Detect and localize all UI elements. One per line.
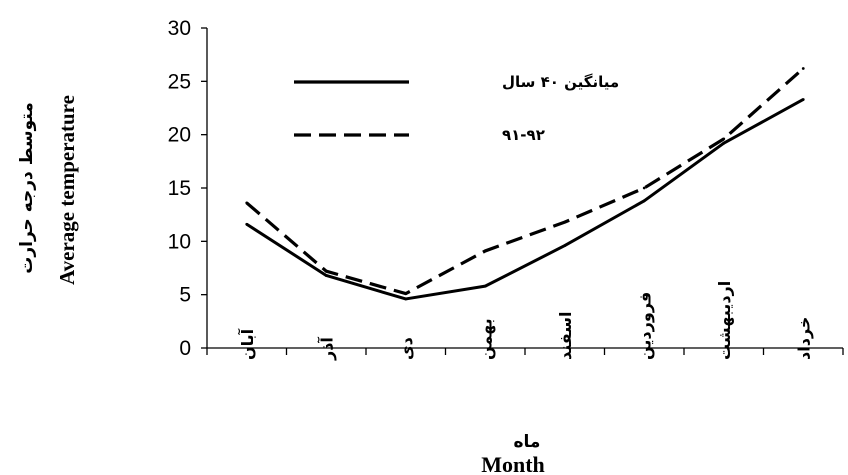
y-tick-label: 5: [179, 284, 191, 307]
series-line-1: [245, 67, 805, 296]
y-tick-label: 10: [168, 230, 191, 253]
y-tick-label: 0: [179, 337, 191, 360]
data-point: [722, 141, 726, 145]
x-ticks: آبان آذر دی بهمن اسفند فروردین اردیبهشت خرداد: [206, 281, 844, 361]
data-point: [563, 220, 567, 224]
legend-label-0: میانگین ۴۰ سال: [502, 73, 619, 91]
series-lines: [245, 67, 805, 301]
x-tick-label: خرداد: [794, 317, 813, 360]
data-point: [245, 201, 249, 205]
data-point: [404, 292, 408, 295]
data-point: [483, 249, 487, 253]
x-tick-label: اردیبهشت: [715, 281, 734, 360]
y-tick-label: 15: [168, 177, 191, 200]
x-axis-label-fa: ماه: [514, 432, 541, 452]
y-ticks: 0 5 10 15 20 25 30: [168, 17, 207, 360]
x-tick-label: آبان: [237, 328, 257, 360]
x-tick-label: بهمن: [476, 318, 495, 360]
x-tick-label: آذر: [316, 337, 336, 361]
x-axis-label-en: Month: [481, 452, 545, 475]
data-point: [642, 186, 646, 190]
data-point: [404, 297, 408, 301]
y-tick-label: 25: [168, 70, 191, 93]
data-point: [801, 98, 805, 101]
data-point: [483, 284, 487, 288]
y-tick-label: 20: [168, 124, 191, 147]
x-tick-label: اسفند: [556, 311, 575, 360]
data-point: [324, 269, 328, 273]
data-point: [801, 67, 805, 70]
data-point: [642, 199, 646, 203]
y-axis-label-en: Average temperature: [55, 95, 79, 285]
x-tick-label: فروردین: [635, 292, 654, 360]
legend: میانگین ۴۰ سال ۹۱-۹۲: [294, 73, 619, 144]
data-point: [563, 244, 567, 248]
legend-label-1: ۹۱-۹۲: [502, 126, 545, 144]
y-axis-label-fa: متوسط درجه حرارت: [17, 102, 37, 273]
y-tick-label: 30: [168, 17, 191, 40]
data-point: [722, 137, 726, 141]
series-line-0: [245, 98, 804, 301]
data-point: [324, 274, 328, 277]
x-tick-label: دی: [397, 337, 416, 360]
data-point: [245, 222, 249, 226]
